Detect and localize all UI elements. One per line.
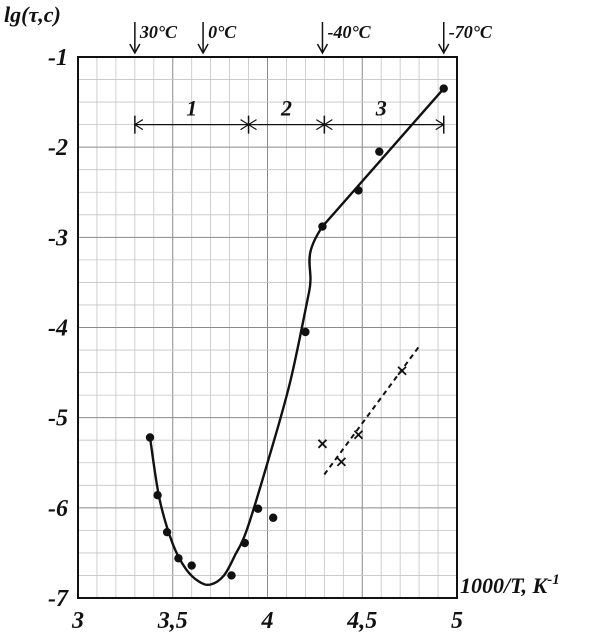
y-tick-label: -7 <box>48 586 69 612</box>
cross-stroke <box>397 366 407 376</box>
y-tick-label: -6 <box>48 496 68 522</box>
cross-stroke <box>317 439 328 449</box>
data-point-dot <box>187 561 196 570</box>
fit-curve <box>148 87 445 587</box>
region-arrow <box>435 119 445 131</box>
data-point-cross <box>353 430 364 440</box>
data-point-dot <box>153 491 162 500</box>
x-tick-label: 4,5 <box>346 608 377 632</box>
region-arrow <box>133 119 144 131</box>
y-axis-label: lg(τ,c) <box>4 2 61 27</box>
data-points <box>145 84 448 580</box>
data-point-dot <box>145 433 155 442</box>
region-arrow <box>247 119 257 131</box>
x-tick-label: 3 <box>71 608 84 632</box>
fit-line-dashed <box>323 345 420 476</box>
marker-arrow-head <box>197 43 209 55</box>
grid <box>77 56 458 599</box>
x-tick-label: 5 <box>451 608 463 632</box>
plot-frame <box>77 56 458 599</box>
data-point-dot <box>318 222 327 231</box>
data-point-dot <box>174 554 183 563</box>
data-point-dot <box>375 147 384 156</box>
cross-stroke <box>336 457 347 467</box>
y-tick-label: -5 <box>48 406 68 432</box>
region-label: 1 <box>186 96 197 121</box>
data-point-dot <box>240 538 249 548</box>
region-label: 2 <box>280 96 292 121</box>
data-point-dot <box>301 327 310 337</box>
fit-curves <box>148 87 445 587</box>
y-tick-label: -4 <box>48 316 68 342</box>
x-tick-label: 4 <box>261 608 274 632</box>
temperature-label: 0°C <box>208 22 237 42</box>
axis-ticks: 3 3,5 4 4,5 5 -1 -2 -3 -4 -5 -6 -7 <box>48 45 463 632</box>
marker-arrow-head <box>438 43 450 55</box>
data-point-cross <box>317 439 328 449</box>
temperature-label: -40°C <box>327 22 371 42</box>
y-tick-label: -3 <box>48 225 68 251</box>
region-brackets: 1 2 3 <box>133 96 445 134</box>
marker-arrow-head <box>129 43 141 55</box>
data-point-dot <box>162 527 172 537</box>
data-point-dot <box>439 84 448 93</box>
region-label: 3 <box>375 96 387 121</box>
x-tick-label: 3,5 <box>157 608 188 632</box>
region-arrow <box>323 119 333 131</box>
y-tick-label: -1 <box>48 45 68 71</box>
cross-stroke <box>353 430 364 440</box>
data-point-dot <box>268 513 278 522</box>
temperature-label: -70°C <box>449 22 493 42</box>
data-point-dot <box>253 504 263 513</box>
y-tick-label: -2 <box>48 135 68 161</box>
data-point-cross <box>397 366 407 376</box>
marker-arrow-head <box>316 43 329 55</box>
temperature-label: 30°C <box>139 22 178 42</box>
x-axis-label: 1000/T, K-1 <box>460 572 560 598</box>
temperature-markers: 30°C 0°C -40°C -70°C <box>129 22 493 55</box>
data-point-cross <box>336 457 347 467</box>
data-point-dot <box>227 571 236 580</box>
data-point-dot <box>354 186 363 195</box>
